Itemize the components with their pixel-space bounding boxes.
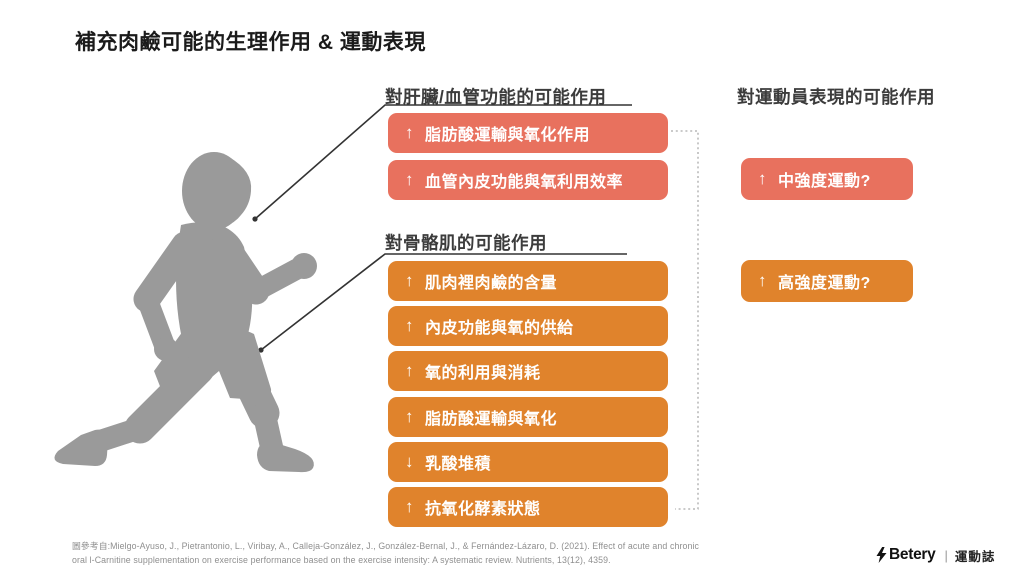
up-arrow-icon: ↑: [405, 497, 414, 516]
effect-box-lactate-accumulation: ↓ 乳酸堆積: [388, 442, 668, 482]
effect-box-oxygen-utilization: ↑ 氧的利用與消耗: [388, 351, 668, 391]
effect-label: 內皮功能與氧的供給: [425, 320, 574, 337]
effect-box-endothelial-oxygen-supply: ↑ 內皮功能與氧的供給: [388, 306, 668, 346]
up-arrow-icon: ↑: [405, 316, 414, 335]
brand-suffix: 運動誌: [954, 549, 996, 564]
brand-name: Betery: [889, 546, 936, 563]
up-arrow-icon: ↑: [405, 271, 414, 290]
down-arrow-icon: ↓: [405, 452, 414, 471]
citation: 圖參考自:Mielgo-Ayuso, J., Pietrantonio, L.,…: [72, 540, 792, 567]
up-arrow-icon: ↑: [405, 361, 414, 380]
lightning-bolt-icon: [876, 547, 887, 563]
logo-separator: |: [944, 547, 948, 563]
performance-label: 高強度運動?: [778, 275, 871, 292]
dotted-bracket: [671, 130, 699, 510]
effect-label: 血管內皮功能與氧利用效率: [425, 174, 624, 191]
runner-silhouette-svg: [54, 152, 317, 473]
effect-box-fatty-acid-transport-oxidation: ↑ 脂肪酸運輸與氧化作用: [388, 113, 668, 153]
citation-line-1: 圖參考自:Mielgo-Ayuso, J., Pietrantonio, L.,…: [72, 541, 700, 551]
page-title: 補充肉鹼可能的生理作用 & 運動表現: [75, 31, 426, 54]
performance-box-moderate-intensity: ↑ 中強度運動?: [741, 158, 913, 200]
effect-label: 脂肪酸運輸與氧化作用: [425, 127, 591, 144]
citation-line-2: oral l-Carnitine supplementation on exer…: [72, 554, 611, 565]
effect-label: 抗氧化酵素狀態: [425, 501, 541, 518]
up-arrow-icon: ↑: [758, 271, 767, 290]
up-arrow-icon: ↑: [758, 169, 767, 188]
header-athlete-performance: 對運動員表現的可能作用: [737, 87, 935, 107]
effect-box-fatty-acid-oxidation: ↑ 脂肪酸運輸與氧化: [388, 397, 668, 437]
performance-label: 中強度運動?: [778, 173, 871, 190]
up-arrow-icon: ↑: [405, 407, 414, 426]
effect-box-antioxidant-enzyme-status: ↑ 抗氧化酵素狀態: [388, 487, 668, 527]
up-arrow-icon: ↑: [405, 170, 414, 189]
effect-label: 乳酸堆積: [425, 456, 492, 473]
effect-box-muscle-carnitine-content: ↑ 肌肉裡肉鹼的含量: [388, 261, 668, 301]
header-liver-vascular: 對肝臟/血管功能的可能作用: [385, 87, 607, 107]
betery-logo: Betery | 運動誌: [876, 546, 995, 564]
effect-label: 氧的利用與消耗: [425, 365, 541, 382]
up-arrow-icon: ↑: [405, 123, 414, 142]
header-skeletal-muscle: 對骨骼肌的可能作用: [385, 233, 547, 253]
runner-silhouette: [33, 133, 325, 523]
effect-label: 肌肉裡肉鹼的含量: [425, 275, 558, 292]
effect-label: 脂肪酸運輸與氧化: [425, 411, 558, 428]
performance-box-high-intensity: ↑ 高強度運動?: [741, 260, 913, 302]
effect-box-endothelial-oxygen-efficiency: ↑ 血管內皮功能與氧利用效率: [388, 160, 668, 200]
